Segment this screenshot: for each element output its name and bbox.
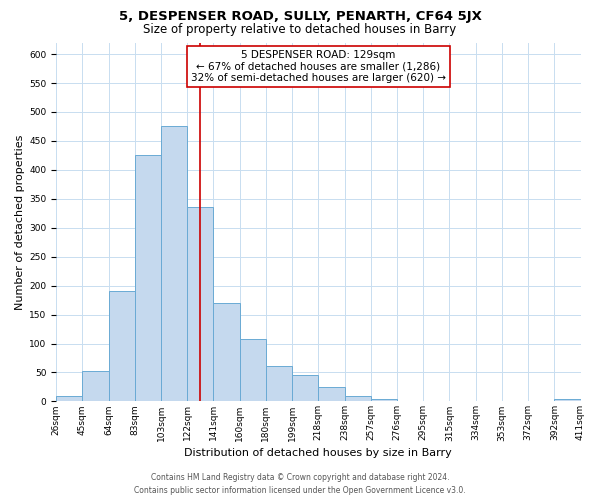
Bar bbox=[239, 340, 266, 402]
Bar bbox=[109, 292, 135, 402]
X-axis label: Distribution of detached houses by size in Barry: Distribution of detached houses by size … bbox=[184, 448, 452, 458]
Bar bbox=[56, 396, 82, 402]
Bar bbox=[344, 396, 371, 402]
Bar bbox=[135, 156, 161, 402]
Text: Size of property relative to detached houses in Barry: Size of property relative to detached ho… bbox=[143, 22, 457, 36]
Bar bbox=[187, 208, 214, 402]
Bar bbox=[319, 387, 344, 402]
Bar bbox=[82, 370, 109, 402]
Bar bbox=[161, 126, 187, 402]
Bar bbox=[554, 398, 581, 402]
Text: 5 DESPENSER ROAD: 129sqm
← 67% of detached houses are smaller (1,286)
32% of sem: 5 DESPENSER ROAD: 129sqm ← 67% of detach… bbox=[191, 50, 446, 83]
Bar bbox=[266, 366, 292, 402]
Bar bbox=[371, 398, 397, 402]
Text: 5, DESPENSER ROAD, SULLY, PENARTH, CF64 5JX: 5, DESPENSER ROAD, SULLY, PENARTH, CF64 … bbox=[119, 10, 481, 23]
Y-axis label: Number of detached properties: Number of detached properties bbox=[15, 134, 25, 310]
Bar bbox=[214, 303, 239, 402]
Bar bbox=[292, 375, 319, 402]
Text: Contains HM Land Registry data © Crown copyright and database right 2024.
Contai: Contains HM Land Registry data © Crown c… bbox=[134, 473, 466, 495]
